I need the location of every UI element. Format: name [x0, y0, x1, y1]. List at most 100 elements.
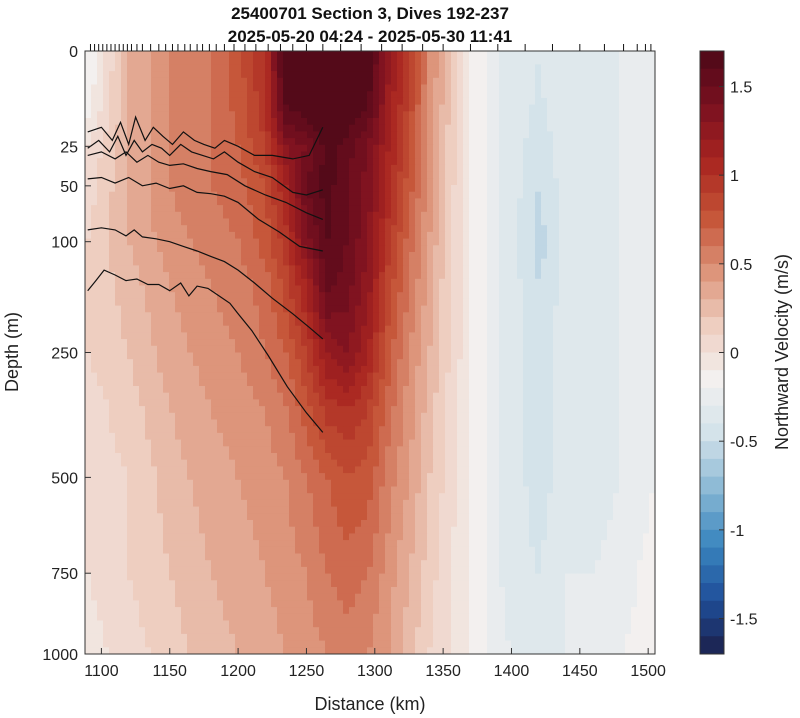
heatmap-cell	[457, 231, 464, 240]
heatmap-cell	[295, 171, 302, 179]
heatmap-cell	[295, 118, 302, 126]
heatmap-cell	[163, 84, 170, 92]
heatmap-cell	[379, 312, 386, 320]
heatmap-cell	[607, 252, 614, 260]
heatmap-cell	[415, 111, 422, 119]
heatmap-cell	[145, 238, 152, 246]
heatmap-cell	[409, 211, 416, 220]
heatmap-cell	[337, 399, 344, 407]
heatmap-cell	[619, 272, 626, 280]
heatmap-cell	[523, 272, 530, 280]
heatmap-cell	[289, 332, 296, 340]
heatmap-cell	[121, 399, 128, 407]
heatmap-cell	[403, 305, 410, 313]
heatmap-cell	[199, 84, 206, 92]
heatmap-cell	[553, 218, 560, 226]
heatmap-cell	[301, 191, 308, 199]
heatmap-cell	[571, 345, 578, 354]
heatmap-cell	[325, 97, 332, 106]
heatmap-cell	[649, 372, 655, 380]
heatmap-cell	[451, 392, 458, 400]
heatmap-cell	[619, 312, 626, 320]
heatmap-cell	[133, 91, 140, 99]
heatmap-cell	[325, 71, 332, 79]
heatmap-cell	[265, 325, 272, 333]
heatmap-cell	[241, 91, 248, 99]
heatmap-cell	[565, 265, 572, 273]
heatmap-cell	[313, 305, 320, 313]
heatmap-cell	[295, 111, 302, 119]
heatmap-cell	[595, 124, 602, 132]
heatmap-cell	[535, 131, 542, 139]
heatmap-cell	[85, 352, 92, 360]
heatmap-cell	[229, 359, 236, 367]
heatmap-cell	[247, 305, 254, 313]
heatmap-cell	[193, 57, 200, 65]
heatmap-cell	[373, 57, 380, 65]
heatmap-cell	[631, 158, 638, 166]
heatmap-cell	[565, 138, 572, 146]
heatmap-cell	[211, 131, 218, 139]
heatmap-cell	[445, 84, 452, 92]
heatmap-cell	[169, 138, 176, 146]
heatmap-cell	[439, 185, 446, 193]
heatmap-cell	[535, 218, 542, 226]
heatmap-cell	[193, 285, 200, 293]
heatmap-cell	[511, 84, 518, 92]
heatmap-cell	[529, 131, 536, 139]
heatmap-cell	[175, 84, 182, 92]
heatmap-cell	[223, 399, 230, 407]
heatmap-cell	[97, 319, 104, 327]
heatmap-cell	[505, 386, 512, 394]
heatmap-cell	[469, 252, 476, 260]
heatmap-cell	[295, 198, 302, 206]
heatmap-cell	[469, 211, 476, 220]
heatmap-cell	[625, 118, 632, 126]
heatmap-cell	[343, 278, 350, 287]
heatmap-cell	[163, 97, 170, 106]
heatmap-cell	[553, 245, 560, 253]
heatmap-cell	[331, 238, 338, 246]
heatmap-cell	[487, 151, 494, 159]
heatmap-cell	[139, 245, 146, 253]
heatmap-cell	[553, 379, 560, 387]
heatmap-cell	[145, 71, 152, 79]
heatmap-cell	[403, 178, 410, 186]
heatmap-cell	[379, 198, 386, 206]
heatmap-cell	[619, 144, 626, 153]
heatmap-cell	[313, 238, 320, 246]
heatmap-cell	[277, 379, 284, 387]
heatmap-cell	[613, 312, 620, 320]
heatmap-cell	[601, 218, 608, 226]
heatmap-cell	[355, 319, 362, 327]
heatmap-cell	[199, 225, 206, 233]
heatmap-cell	[415, 245, 422, 253]
heatmap-cell	[271, 319, 278, 327]
heatmap-cell	[211, 218, 218, 226]
heatmap-cell	[283, 111, 290, 119]
heatmap-cell	[523, 51, 530, 59]
heatmap-cell	[145, 231, 152, 240]
heatmap-cell	[103, 164, 110, 173]
heatmap-cell	[511, 365, 518, 374]
heatmap-cell	[541, 84, 548, 92]
heatmap-cell	[625, 185, 632, 193]
heatmap-cell	[343, 124, 350, 132]
heatmap-cell	[619, 191, 626, 199]
heatmap-cell	[217, 51, 224, 59]
heatmap-cell	[529, 231, 536, 240]
heatmap-cell	[241, 191, 248, 199]
heatmap-cell	[607, 118, 614, 126]
heatmap-cell	[469, 71, 476, 79]
heatmap-cell	[493, 205, 500, 213]
heatmap-cell	[475, 252, 482, 260]
heatmap-cell	[529, 252, 536, 260]
heatmap-cell	[163, 352, 170, 360]
heatmap-cell	[457, 372, 464, 380]
heatmap-cell	[481, 97, 488, 106]
heatmap-cell	[235, 305, 242, 313]
heatmap-cell	[595, 198, 602, 206]
heatmap-cell	[169, 305, 176, 313]
heatmap-cell	[163, 379, 170, 387]
heatmap-cell	[103, 185, 110, 193]
